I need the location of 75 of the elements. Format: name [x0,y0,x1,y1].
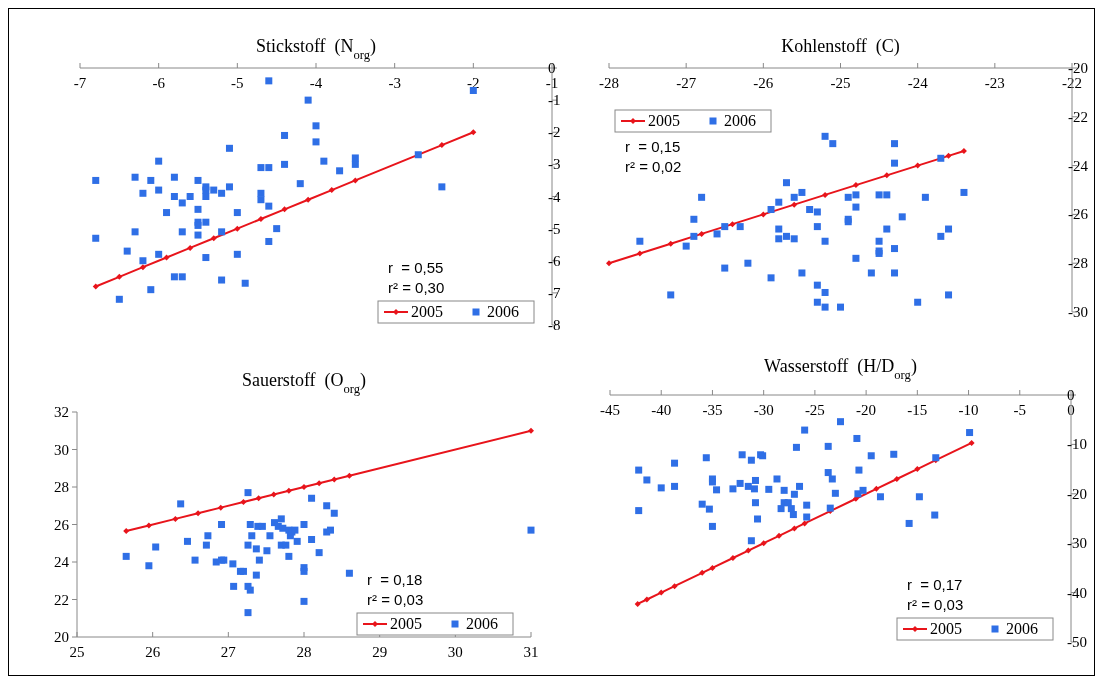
x-tick-label: -25 [830,75,851,91]
chart-title: Sauerstoff (O$_{org}$) [241,370,367,396]
x-tick-label: -24 [907,75,929,91]
x-tick-label: 31 [523,644,539,660]
x-tick-label: -10 [958,402,979,418]
y-tick-label: -22 [1068,108,1088,125]
y-tick-label: -5 [548,220,561,237]
x-tick-label: -30 [753,402,774,418]
y-tick-label: -24 [1068,157,1089,174]
x-tick-label: -45 [600,402,620,418]
x-tick-label: -20 [856,402,877,418]
annotation: r² = 0,30 [388,279,445,296]
y-tick-label: -28 [1068,255,1088,272]
y-tick-label: 26 [54,516,70,533]
y-tick-label: 32 [54,404,69,420]
y-tick-label: -40 [1067,584,1087,601]
x-tick-label: -15 [907,402,928,418]
annotation: r = 0,18 [367,571,423,588]
y-tick-label: -1 [548,92,561,109]
x-tick-label: -26 [753,75,774,91]
legend-label: 2005 [411,303,443,320]
y-tick-label: 30 [54,441,69,458]
y-tick-label: 0 [1067,387,1075,403]
y-tick-label: -6 [548,252,561,269]
x-tick-label: -5 [231,75,244,91]
x-tick-label: -3 [388,75,401,91]
x-tick-label: 28 [296,644,312,660]
x-tick-label: -23 [984,75,1005,91]
x-tick-label: -28 [599,75,619,91]
y-tick-label: -7 [548,284,561,301]
y-tick-label: -20 [1068,60,1088,76]
annotation: r = 0,15 [625,138,681,155]
annotation: r = 0,17 [907,576,963,593]
x-tick-label: -5 [1013,402,1027,418]
legend-label: 2006 [724,112,756,129]
legend-label: 2005 [648,112,680,129]
y-tick-label: -20 [1067,485,1087,502]
legend-label: 2006 [1006,620,1038,637]
annotation: r² = 0,03 [367,591,424,608]
y-tick-label: 0 [548,60,556,76]
x-tick-label: -6 [152,75,166,91]
x-tick-label: -27 [676,75,697,91]
x-tick-label: -40 [651,402,672,418]
x-tick-label: 30 [447,644,463,660]
x-tick-label: 25 [69,644,85,660]
y-tick-label: 22 [54,591,69,608]
x-tick-label: -35 [702,402,723,418]
annotation: r² = 0,03 [907,596,964,613]
chart-title: Wasserstoff (H/D$_{org}$) [764,356,917,382]
y-tick-label: 28 [54,479,69,495]
chart-title: Kohlenstoff (C) [781,36,900,57]
x-tick-label: -4 [309,75,323,91]
x-tick-label: -7 [73,75,87,91]
chart-title: Stickstoff (N$_{org}$) [255,36,377,62]
y-tick-label: -8 [548,317,561,333]
y-tick-label: -3 [548,156,561,173]
legend-label: 2005 [930,620,962,637]
x-tick-label: 26 [145,644,161,660]
y-tick-label: -30 [1068,304,1088,320]
legend-label: 2006 [487,303,519,320]
y-tick-label: -4 [548,188,561,205]
annotation: r = 0,55 [388,259,444,276]
annotation: r² = 0,02 [625,158,682,175]
y-tick-label: 24 [54,554,70,570]
y-tick-label: -50 [1067,634,1087,650]
y-tick-label: -30 [1067,535,1087,552]
legend-label: 2006 [466,615,498,632]
y-tick-label: -2 [548,124,561,141]
y-tick-label: 20 [54,629,69,645]
x-tick-label: -25 [804,402,825,418]
x-tick-label: 27 [220,644,237,660]
y-tick-label: -26 [1068,206,1089,223]
legend-label: 2005 [390,615,422,632]
x-tick-label: 29 [372,644,388,660]
y-tick-label: -10 [1067,436,1087,453]
